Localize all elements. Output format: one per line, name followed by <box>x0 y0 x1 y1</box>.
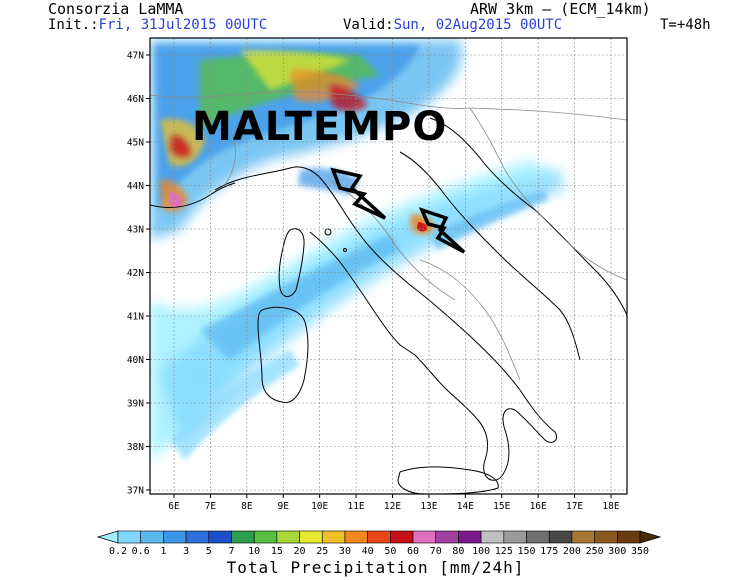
colorbar-title: Total Precipitation [mm/24h] <box>226 558 525 577</box>
colorbar-label: 0.2 <box>109 546 127 557</box>
init-label: Init.: <box>48 17 99 33</box>
colorbar-label: 250 <box>586 546 604 557</box>
colorbar-swatch <box>321 530 346 544</box>
colorbar-swatch <box>117 530 141 544</box>
lat-label: 46N <box>127 94 144 105</box>
colorbar-swatch <box>571 530 595 544</box>
colorbar-label: 350 <box>631 546 649 557</box>
lightning-bolt-icon <box>418 207 466 254</box>
lon-label: 17E <box>566 501 583 512</box>
colorbar-swatch <box>594 530 618 544</box>
colorbar-label: 150 <box>517 546 535 557</box>
lon-label: 14E <box>457 501 474 512</box>
colorbar-label: 125 <box>495 546 513 557</box>
colorbar-label: 7 <box>228 546 234 557</box>
colorbar-swatch <box>367 530 391 544</box>
colorbar-label: 40 <box>362 546 374 557</box>
colorbar-swatch <box>185 530 210 544</box>
colorbar-swatch <box>344 530 368 544</box>
colorbar-label: 70 <box>430 546 442 557</box>
valid-line: Valid:Sun, 02Aug2015 00UTC <box>343 17 562 33</box>
colorbar-swatch <box>435 530 459 544</box>
colorbar-label: 10 <box>248 546 260 557</box>
lat-label: 41N <box>127 312 144 323</box>
valid-label: Valid: <box>343 17 394 33</box>
colorbar-label: 30 <box>339 546 351 557</box>
lon-label: 15E <box>493 501 510 512</box>
colorbar-swatch <box>390 530 414 544</box>
model-title: ARW 3km – (ECM_14km) <box>470 0 651 18</box>
lon-label: 13E <box>420 501 437 512</box>
lat-label: 44N <box>127 181 144 192</box>
lon-label: 9E <box>278 501 290 512</box>
longitude-axis: 6E 7E 8E 9E 10E 11E 12E 13E 14E 15E 16E 17E 18E <box>168 494 620 512</box>
colorbar-swatch <box>617 530 641 544</box>
colorbar-max-arrow <box>639 530 662 544</box>
lon-label: 11E <box>347 501 364 512</box>
init-value: Fri, 31Jul2015 00UTC <box>98 17 268 33</box>
init-line: Init.:Fri, 31Jul2015 00UTC <box>48 17 267 33</box>
lon-label: 12E <box>384 501 401 512</box>
colorbar-label: 5 <box>206 546 212 557</box>
colorbar-swatch <box>526 530 550 544</box>
graticule <box>150 38 627 494</box>
lon-label: 6E <box>168 501 180 512</box>
colorbar-label: 15 <box>271 546 283 557</box>
colorbar-swatch <box>299 530 323 544</box>
lon-label: 18E <box>602 501 619 512</box>
colorbar-label: 3 <box>183 546 189 557</box>
lat-label: 40N <box>127 355 144 366</box>
colorbar-label: 0.6 <box>132 546 150 557</box>
org-title: Consorzia LaMMA <box>48 0 184 18</box>
lon-label: 8E <box>241 501 253 512</box>
lon-label: 16E <box>530 501 547 512</box>
colorbar-swatch <box>231 530 255 544</box>
lat-label: 45N <box>127 138 144 149</box>
lon-label: 10E <box>311 501 328 512</box>
colorbar-label: 80 <box>452 546 464 557</box>
colorbar-swatch <box>208 530 232 544</box>
colorbar-swatch <box>140 530 164 544</box>
latitude-axis: 47N 46N 45N 44N 43N 42N 41N 40N 39N 38N 37N <box>127 51 150 497</box>
colorbar-swatches <box>96 530 662 544</box>
lead-time: T=+48h <box>660 17 711 33</box>
maltempo-label: MALTEMPO <box>192 104 447 150</box>
colorbar-swatch <box>412 530 437 544</box>
colorbar-label: 300 <box>608 546 626 557</box>
lightning-bolt-icon <box>330 167 387 220</box>
lat-label: 42N <box>127 268 144 279</box>
lat-label: 37N <box>127 486 144 497</box>
lon-label: 7E <box>205 501 217 512</box>
lat-label: 38N <box>127 442 144 453</box>
overlay-annotations: MALTEMPO <box>192 104 466 254</box>
colorbar-label: 60 <box>407 546 419 557</box>
valid-value: Sun, 02Aug2015 00UTC <box>393 17 563 33</box>
colorbar-label: 50 <box>384 546 396 557</box>
colorbar-label: 175 <box>540 546 558 557</box>
lat-label: 39N <box>127 399 144 410</box>
colorbar-swatch <box>548 530 573 544</box>
colorbar-swatch <box>480 530 505 544</box>
colorbar-swatch <box>163 530 187 544</box>
colorbar-label: 20 <box>294 546 306 557</box>
colorbar-swatch <box>253 530 278 544</box>
colorbar-swatch <box>276 530 300 544</box>
colorbar-min-arrow <box>96 530 119 544</box>
colorbar-label: 1 <box>160 546 166 557</box>
lat-label: 47N <box>127 51 144 62</box>
colorbar-label: 200 <box>563 546 581 557</box>
coastlines <box>150 117 627 494</box>
colorbar-labels: 0.2 0.6 1 3 5 7 10 15 20 25 30 40 50 60 70 80 100 125 150 1… <box>109 546 649 557</box>
colorbar-swatch <box>458 530 482 544</box>
map-frame <box>149 37 628 495</box>
colorbar-label: 25 <box>316 546 328 557</box>
lat-label: 43N <box>127 225 144 236</box>
colorbar-swatch <box>503 530 527 544</box>
colorbar-label: 100 <box>472 546 490 557</box>
